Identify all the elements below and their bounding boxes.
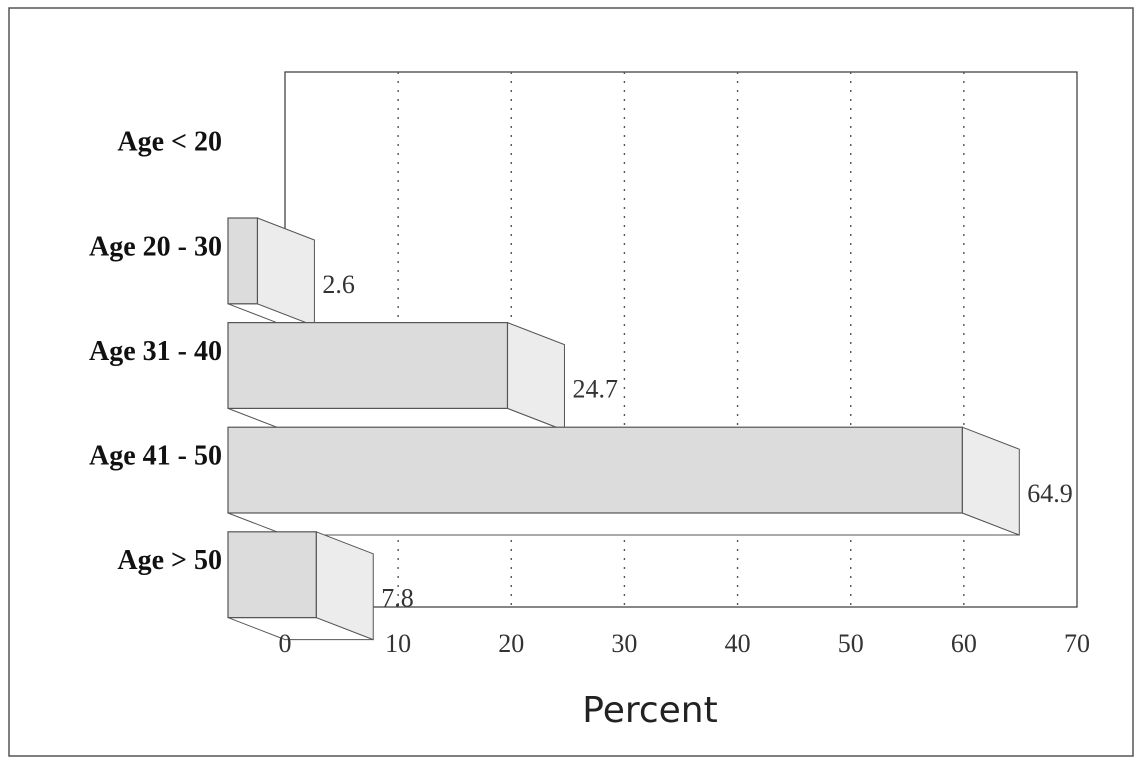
x-tick-label: 40 bbox=[725, 629, 751, 658]
x-tick-label: 60 bbox=[951, 629, 977, 658]
bar bbox=[227, 426, 963, 514]
bar-value-label: 7.8 bbox=[381, 584, 414, 613]
outer-border bbox=[8, 7, 1134, 757]
x-tick-label: 30 bbox=[611, 629, 637, 658]
bar bbox=[227, 531, 317, 619]
x-axis-title: Percent bbox=[582, 690, 717, 731]
x-tick-label: 10 bbox=[385, 629, 411, 658]
labels-layer: 0 10 20 30 40 50 60 70 Age < 20 Age 20 - 30 2.6 Age… bbox=[89, 127, 1090, 658]
x-tick-label: 70 bbox=[1064, 629, 1090, 658]
bar-value-label: 2.6 bbox=[322, 270, 355, 299]
x-tick-label: 20 bbox=[498, 629, 524, 658]
bars-layer bbox=[227, 217, 1020, 641]
bar-value-label: 64.9 bbox=[1027, 479, 1073, 508]
bar-bottom-face bbox=[227, 512, 1020, 536]
x-tick-label: 50 bbox=[838, 629, 864, 658]
category-label: Age > 50 bbox=[117, 545, 222, 576]
category-label: Age 41 - 50 bbox=[89, 441, 222, 472]
category-label: Age < 20 bbox=[117, 127, 222, 158]
bar bbox=[227, 322, 509, 409]
bar-value-label: 24.7 bbox=[572, 375, 618, 404]
category-label: Age 20 - 30 bbox=[89, 231, 222, 262]
category-label: Age 31 - 40 bbox=[89, 336, 222, 367]
bar bbox=[227, 217, 259, 305]
x-tick-label: 0 bbox=[279, 629, 292, 658]
